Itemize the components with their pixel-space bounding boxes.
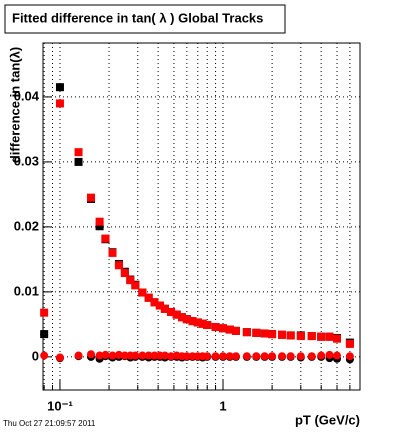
data-point	[325, 350, 334, 359]
data-point	[131, 351, 140, 360]
data-point	[252, 328, 261, 337]
data-point	[95, 351, 104, 360]
data-point	[40, 308, 49, 317]
plot-frame	[42, 42, 361, 391]
data-point	[277, 352, 286, 361]
data-point	[242, 328, 251, 337]
data-point	[268, 352, 277, 361]
data-point	[225, 325, 234, 334]
data-point	[325, 332, 334, 341]
y-tick-label: 0	[32, 348, 39, 363]
data-point	[198, 319, 207, 328]
data-point	[131, 281, 140, 290]
data-point	[242, 352, 251, 361]
x-tick-label: 10⁻¹	[47, 398, 73, 413]
data-point	[317, 351, 326, 360]
data-point	[160, 304, 169, 313]
data-point	[182, 352, 191, 361]
data-point	[317, 332, 326, 341]
data-point	[225, 352, 234, 361]
data-point	[268, 330, 277, 339]
data-point	[193, 318, 202, 327]
y-tick-label: 0.01	[14, 283, 39, 298]
data-point	[203, 352, 212, 361]
data-point	[108, 351, 117, 360]
y-tick-label: 0.03	[14, 153, 39, 168]
title-box	[4, 4, 286, 34]
data-point	[40, 351, 49, 360]
data-point	[155, 301, 164, 310]
data-point	[114, 261, 123, 270]
data-point	[286, 352, 295, 361]
data-point	[203, 321, 212, 330]
data-point	[40, 330, 49, 339]
data-point	[182, 315, 191, 324]
data-point	[345, 339, 354, 348]
data-point	[296, 332, 305, 341]
data-point	[260, 329, 269, 338]
data-point	[211, 322, 220, 331]
data-point	[144, 351, 153, 360]
data-point	[95, 222, 104, 231]
data-point	[138, 288, 147, 297]
data-point	[219, 324, 228, 333]
x-tick-label: 1	[219, 398, 226, 413]
data-point	[55, 83, 64, 92]
data-point	[86, 193, 95, 202]
timestamp: Thu Oct 27 21:09:57 2011	[3, 419, 96, 428]
y-axis-label: difference in tan(λ)	[7, 47, 22, 163]
data-point	[55, 99, 64, 108]
data-point	[172, 310, 181, 319]
chart-title: Fitted difference in tan( λ ) Global Tra…	[12, 10, 263, 25]
data-point	[126, 276, 135, 285]
data-point	[144, 293, 153, 302]
data-point	[286, 331, 295, 340]
data-point	[74, 351, 83, 360]
data-point	[177, 313, 186, 322]
x-axis-label: pT (GeV/c)	[295, 412, 360, 427]
data-point	[74, 148, 83, 157]
data-point	[345, 352, 354, 361]
data-point	[167, 308, 176, 317]
data-point	[277, 330, 286, 339]
data-point	[211, 352, 220, 361]
data-point	[307, 332, 316, 341]
data-point	[260, 352, 269, 361]
data-point	[252, 352, 261, 361]
data-point	[307, 352, 316, 361]
data-point	[55, 353, 64, 362]
y-tick-label: 0.02	[14, 218, 39, 233]
data-point	[138, 351, 147, 360]
data-point	[74, 157, 83, 166]
data-point	[114, 350, 123, 359]
data-point	[332, 351, 341, 360]
data-point	[86, 350, 95, 359]
data-point	[296, 352, 305, 361]
data-point	[101, 350, 110, 359]
data-point	[231, 326, 240, 335]
data-point	[231, 352, 240, 361]
data-point	[120, 269, 129, 278]
data-point	[188, 317, 197, 326]
data-point	[332, 334, 341, 343]
data-point	[101, 234, 110, 243]
data-point	[108, 248, 117, 257]
data-point	[95, 217, 104, 226]
y-tick-label: 0.04	[14, 88, 40, 103]
data-point	[160, 351, 169, 360]
data-point	[219, 352, 228, 361]
data-point	[150, 298, 159, 307]
